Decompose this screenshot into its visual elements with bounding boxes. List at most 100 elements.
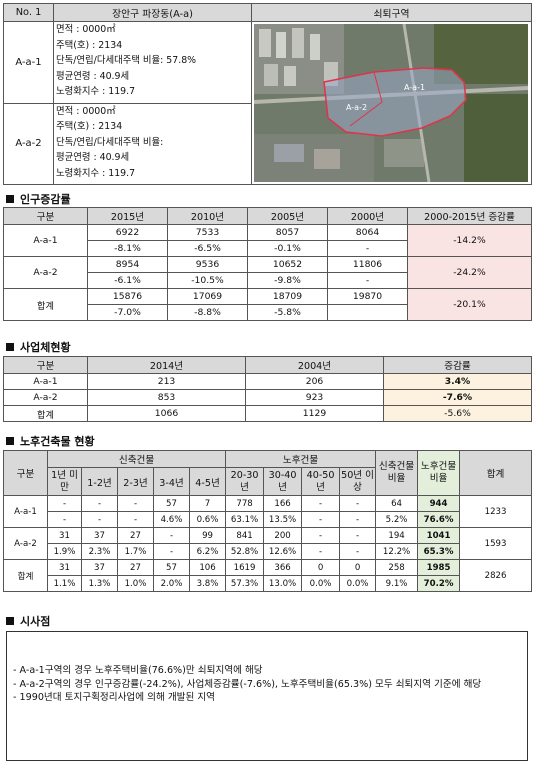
col-header: 증감률 bbox=[383, 356, 532, 374]
zone-area: 면적 : 0000㎡ bbox=[56, 105, 116, 117]
table-cell: 8057 bbox=[247, 224, 328, 241]
district-title: 장안구 파장동(A-a) bbox=[53, 3, 252, 22]
table-cell: - bbox=[117, 511, 154, 528]
section-title-text: 인구증감률 bbox=[20, 193, 71, 206]
table-cell: 10652 bbox=[247, 256, 328, 273]
table-cell: 31 bbox=[47, 527, 82, 544]
table-cell: - bbox=[301, 495, 341, 512]
table-cell: 76.6% bbox=[417, 511, 461, 528]
col-header: 2004년 bbox=[245, 356, 384, 374]
table-cell: 63.1% bbox=[225, 511, 265, 528]
table-row: A-a-2 31 37 27-99 841 200- -194 1041 1593 bbox=[3, 527, 533, 560]
section-title-text: 사업체현황 bbox=[20, 341, 71, 354]
table-cell: - bbox=[47, 495, 82, 512]
bullet-square-icon bbox=[6, 617, 14, 625]
table-cell: 17069 bbox=[167, 288, 248, 305]
population-section-title: 인구증감률 bbox=[6, 191, 71, 207]
table-cell: 52.8% bbox=[225, 543, 265, 560]
table-cell: - bbox=[301, 527, 341, 544]
table-cell: 0 bbox=[301, 559, 341, 576]
table-cell: 1619 bbox=[225, 559, 265, 576]
table-cell: 57 bbox=[153, 495, 190, 512]
row-label: 합계 bbox=[3, 559, 48, 592]
table-cell: 206 bbox=[245, 373, 384, 390]
col-header: 2010년 bbox=[167, 207, 248, 225]
business-table: 구분 2014년 2004년 증감률 A-a-1 213 206 3.4% A-… bbox=[3, 356, 532, 422]
table-row: 합계 31 37 27 57 106 1619 366 0 0 258 1985 2826 bbox=[3, 559, 533, 592]
zone-info: 면적 : 0000㎡ 주택(호) : 2134 단독/연립/다세대주택 비율: … bbox=[53, 21, 252, 104]
table-cell: - bbox=[117, 495, 154, 512]
zone-info: 면적 : 0000㎡ 주택(호) : 2134 단독/연립/다세대주택 비율: … bbox=[53, 102, 252, 185]
bullet-square-icon bbox=[6, 437, 14, 445]
table-cell: 4.6% bbox=[153, 511, 190, 528]
map-label-zone-1: A-a-1 bbox=[404, 83, 425, 92]
bullet-square-icon bbox=[6, 195, 14, 203]
no-label: No. 1 bbox=[3, 3, 54, 22]
map-label-zone-2: A-a-2 bbox=[346, 103, 367, 112]
table-cell: -5.8% bbox=[247, 304, 328, 321]
table-cell: 1.9% bbox=[47, 543, 82, 560]
table-cell: 57 bbox=[153, 559, 190, 576]
table-cell: 64 bbox=[375, 495, 419, 512]
table-cell: 7 bbox=[188, 495, 227, 512]
row-label: A-a-1 bbox=[3, 224, 88, 257]
section-title-text: 시사점 bbox=[20, 615, 51, 628]
table-cell: - bbox=[339, 511, 377, 528]
table-cell: 366 bbox=[263, 559, 303, 576]
table-cell: - bbox=[81, 511, 118, 528]
table-cell: - bbox=[153, 527, 190, 544]
col-header: 4-5년 bbox=[188, 467, 227, 496]
table-cell: 1.0% bbox=[117, 575, 154, 592]
table-cell: 99 bbox=[188, 527, 227, 544]
table-row: 1.9% 2.3% 1.7% -6.2% 52.8% 12.6% - -12.2% 65.3% bbox=[4, 543, 532, 560]
zone-house-ratio: 단독/연립/다세대주택 비율: 57.8% bbox=[56, 55, 197, 66]
table-cell: -6.5% bbox=[167, 240, 248, 257]
table-cell: 258 bbox=[375, 559, 419, 576]
aerial-photo: A-a-1 A-a-2 bbox=[254, 24, 528, 182]
row-label: A-a-1 bbox=[3, 373, 88, 390]
col-header: 1년 미만 bbox=[47, 467, 82, 496]
col-header: 40-50 년 bbox=[301, 467, 341, 496]
table-cell: - bbox=[153, 543, 190, 560]
table-cell: 5.2% bbox=[375, 511, 419, 528]
zone-house-ratio: 단독/연립/다세대주택 비율: bbox=[56, 136, 164, 148]
table-cell: 1985 bbox=[417, 559, 461, 576]
table-cell: 1041 bbox=[417, 527, 461, 544]
table-cell: 6922 bbox=[87, 224, 168, 241]
row-label: A-a-2 bbox=[3, 527, 48, 560]
business-section-title: 사업체현황 bbox=[6, 339, 71, 355]
table-cell: - bbox=[339, 495, 377, 512]
col-header: 구분 bbox=[3, 207, 88, 225]
col-header: 2000-2015년 증감률 bbox=[407, 207, 532, 225]
table-cell: 27 bbox=[117, 559, 154, 576]
row-label: A-a-2 bbox=[3, 256, 88, 289]
change-cell: -7.6% bbox=[383, 389, 532, 406]
table-cell: -6.1% bbox=[87, 272, 168, 289]
table-cell: 37 bbox=[81, 527, 118, 544]
table-cell: 57.3% bbox=[225, 575, 265, 592]
table-cell: 37 bbox=[81, 559, 118, 576]
table-cell: 6.2% bbox=[188, 543, 227, 560]
zone-code: A-a-2 bbox=[3, 102, 54, 185]
implication-item: - A-a-2구역의 경우 인구증감률(-24.2%), 사업체증감률(-7.6… bbox=[13, 678, 482, 690]
table-cell: -8.1% bbox=[87, 240, 168, 257]
table-row: A-a-1- - -57 7 778 166- -64 944 1233 bbox=[3, 495, 533, 528]
group-header-old: 노후건물 bbox=[225, 450, 377, 468]
table-row: - - -4.6% 0.6% 63.1% 13.5% - -5.2% 76.6% bbox=[4, 511, 532, 528]
col-header: 2005년 bbox=[247, 207, 328, 225]
table-cell: - bbox=[81, 495, 118, 512]
table-cell: 200 bbox=[263, 527, 303, 544]
table-cell: 853 bbox=[87, 389, 246, 406]
table-cell: 1233 bbox=[459, 495, 533, 528]
table-cell: 65.3% bbox=[417, 543, 461, 560]
table-cell: 841 bbox=[225, 527, 265, 544]
zone-houses: 주택(호) : 2134 bbox=[56, 121, 123, 132]
table-cell: 1129 bbox=[245, 405, 384, 422]
zone-aging-index: 노령화지수 : 119.7 bbox=[56, 167, 136, 179]
population-table: 구분 2015년 2010년 2005년 2000년 2000-2015년 증감… bbox=[3, 207, 532, 321]
col-header: 2015년 bbox=[87, 207, 168, 225]
table-cell: 9.1% bbox=[375, 575, 419, 592]
table-cell: 12.2% bbox=[375, 543, 419, 560]
zone-avg-age: 평균연령 : 40.9세 bbox=[56, 152, 130, 163]
table-cell: 31 bbox=[47, 559, 82, 576]
